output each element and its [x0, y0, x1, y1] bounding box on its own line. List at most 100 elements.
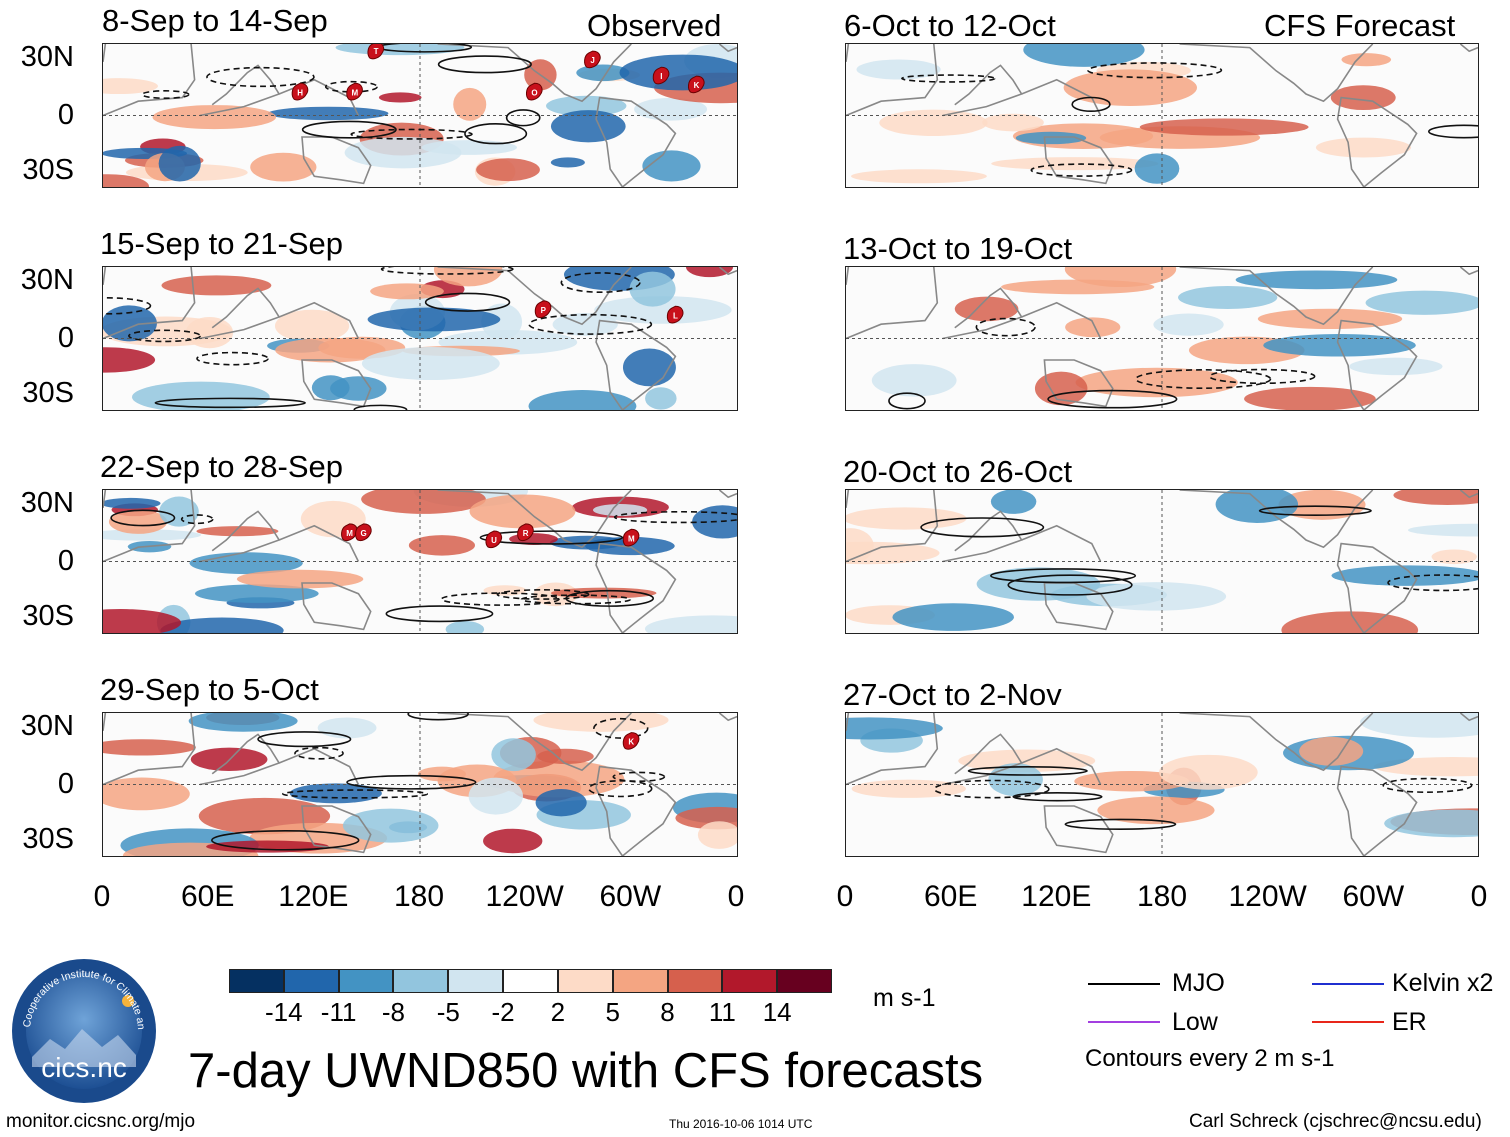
anomaly-patch: [622, 348, 676, 387]
continent-outline: [595, 319, 677, 410]
anomaly-map: [846, 267, 1478, 410]
anomaly-patch: [344, 136, 462, 169]
anomaly-patch: [644, 615, 737, 633]
anomaly-patch: [851, 169, 987, 184]
anomaly-patch: [1139, 118, 1309, 136]
anomaly-patch: [1015, 131, 1087, 145]
anomaly-patch: [645, 387, 677, 410]
mjo-contour: [496, 589, 590, 600]
continent-outline: [278, 301, 360, 339]
colorbar-swatch: [283, 969, 339, 993]
lon-label: 60W: [599, 880, 662, 913]
svg-text:H: H: [297, 88, 303, 97]
continent-outline: [1179, 713, 1374, 772]
legend-er-line: [1312, 1021, 1384, 1023]
mjo-contour: [1382, 777, 1473, 793]
continent-outline: [1179, 490, 1374, 549]
anomaly-patch: [991, 157, 1159, 171]
continent-outline: [846, 267, 939, 340]
storm-marker: T: [367, 44, 385, 60]
mjo-contour: [380, 267, 514, 275]
anomaly-patch: [1065, 317, 1121, 338]
mjo-contour: [196, 351, 269, 366]
mjo-contour: [593, 717, 649, 739]
colorbar-swatch: [229, 969, 284, 993]
anomaly-patch: [361, 490, 486, 514]
svg-text:U: U: [491, 536, 497, 545]
anomaly-map: K: [103, 713, 737, 856]
anomaly-patch: [342, 808, 439, 843]
anomaly-patch: [289, 783, 382, 804]
storm-marker: G: [355, 523, 372, 542]
continent-outline: [1336, 542, 1418, 633]
anomaly-patch: [976, 567, 1101, 601]
lon-label: 60E: [923, 880, 978, 913]
legend-mjo-label: MJO: [1172, 969, 1225, 997]
mjo-contour: [1087, 62, 1223, 79]
anomaly-patch: [576, 64, 630, 82]
lat-label: 30N: [20, 41, 74, 73]
mjo-contour: [1387, 574, 1478, 592]
panel-title-obs-4: 29-Sep to 5-Oct: [100, 672, 319, 707]
map-panel-fc-3: [845, 489, 1479, 634]
continent-outline: [301, 136, 372, 185]
anomaly-patch: [196, 526, 279, 537]
anomaly-patch: [892, 603, 1014, 631]
anomaly-patch: [103, 608, 182, 633]
anomaly-patch: [1134, 153, 1180, 184]
storm-marker: I: [652, 66, 670, 85]
continent-outline: [1043, 359, 1114, 408]
anomaly-patch: [367, 307, 501, 332]
lat-label: 30N: [20, 710, 74, 742]
mjo-contour: [1047, 389, 1178, 409]
anomaly-patch: [108, 509, 168, 534]
colorbar-tick: -2: [491, 997, 515, 1027]
panel-title-fc-3: 20-Oct to 26-Oct: [843, 454, 1073, 489]
mjo-contour: [141, 90, 190, 100]
mjo-contour: [888, 392, 926, 410]
colorbar-tick: 2: [550, 997, 566, 1027]
mjo-contour: [920, 517, 1045, 538]
anomaly-patch: [161, 275, 272, 296]
lat-label: 0: [57, 322, 74, 354]
anomaly-patch: [1244, 386, 1376, 410]
storm-marker: K: [622, 732, 640, 750]
anomaly-patch: [408, 535, 475, 556]
mjo-contour: [1064, 818, 1177, 830]
continent-outline: [595, 765, 677, 856]
anomaly-patch: [445, 621, 485, 633]
anomaly-patch: [160, 617, 284, 633]
anomaly-patch: [433, 267, 503, 287]
lat-label: 30N: [20, 487, 74, 519]
storm-marker: P: [534, 300, 552, 319]
anomaly-patch: [206, 840, 329, 853]
mjo-contour: [505, 109, 541, 127]
mjo-contour: [479, 530, 624, 545]
lon-label: 0: [727, 880, 745, 913]
continent-outline: [942, 733, 1023, 786]
legend-er-label: ER: [1392, 1008, 1427, 1036]
continent-outline: [103, 267, 196, 340]
anomaly-patch: [642, 150, 701, 182]
logo-text: cics.nc: [41, 1052, 127, 1083]
anomaly-patch: [879, 109, 988, 137]
anomaly-patch: [185, 316, 234, 349]
anomaly-patch: [361, 347, 500, 381]
lat-label: 30S: [22, 154, 74, 186]
mjo-contour: [424, 292, 511, 312]
continent-outline: [1021, 524, 1102, 562]
contour-note: Contours every 2 m s-1: [1085, 1045, 1335, 1072]
lon-label: 180: [393, 880, 445, 913]
legend-mjo-line: [1088, 983, 1160, 985]
svg-text:K: K: [628, 738, 634, 747]
storm-marker: M: [622, 528, 640, 547]
anomaly-patch: [982, 113, 1044, 132]
storm-marker: H: [291, 82, 309, 101]
svg-text:R: R: [523, 529, 529, 538]
anomaly-patch: [378, 92, 422, 103]
mjo-contour: [975, 317, 1036, 337]
colorbar-swatch: [503, 969, 558, 993]
map-panel-fc-4: [845, 712, 1479, 857]
mjo-contour: [933, 779, 1050, 799]
